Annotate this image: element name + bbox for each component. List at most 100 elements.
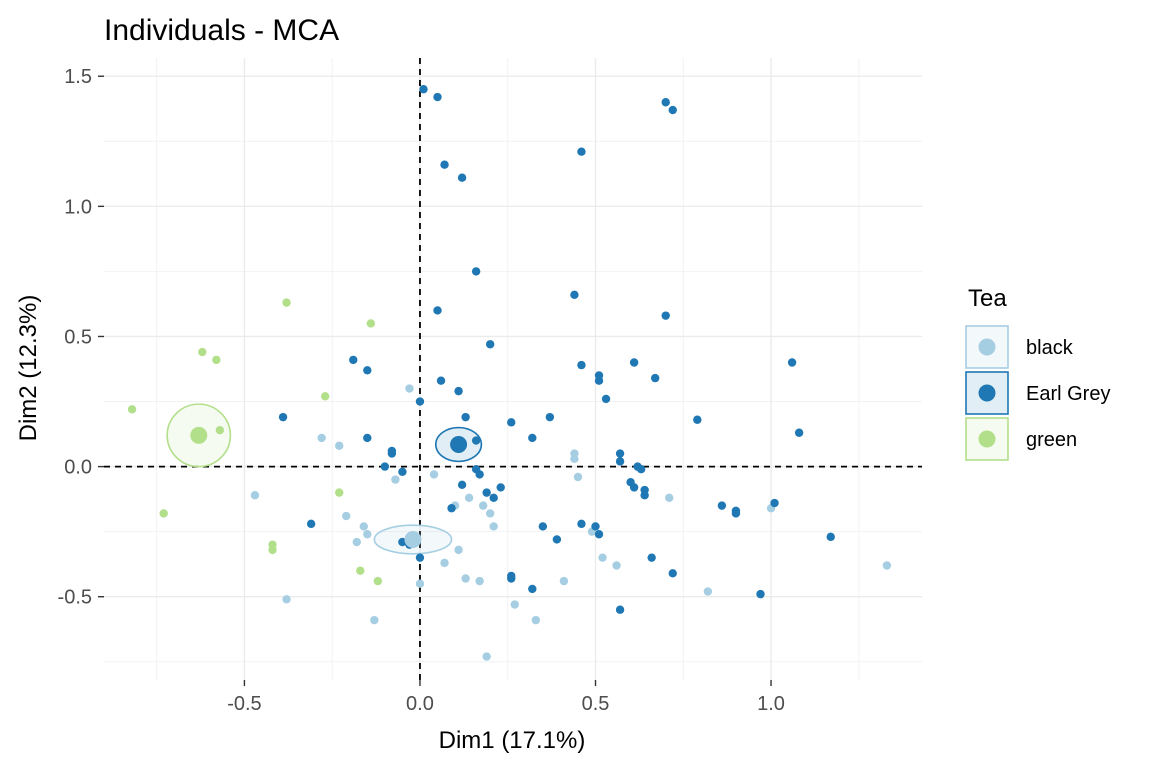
point-green — [282, 298, 291, 307]
point-black — [573, 472, 583, 482]
legend-swatch-black — [978, 338, 996, 356]
point-green — [159, 509, 168, 518]
point-earl-grey — [278, 412, 288, 422]
point-earl-grey — [601, 394, 611, 404]
point-black — [559, 576, 569, 586]
point-black — [485, 509, 495, 518]
y-tick-label: 0.0 — [64, 457, 92, 479]
point-earl-grey — [552, 535, 562, 544]
point-earl-grey — [457, 480, 467, 490]
point-black — [598, 553, 607, 562]
point-earl-grey — [471, 436, 481, 445]
point-earl-grey — [693, 415, 702, 424]
legend-label-black: black — [1026, 337, 1074, 359]
point-black — [454, 545, 463, 555]
point-earl-grey — [415, 553, 425, 562]
point-green — [366, 319, 376, 328]
point-earl-grey — [826, 532, 835, 542]
centroid-black — [404, 530, 422, 548]
point-black — [429, 470, 439, 479]
point-earl-grey — [482, 488, 491, 497]
point-earl-grey — [577, 360, 586, 370]
point-earl-grey — [433, 92, 442, 102]
point-earl-grey — [461, 412, 470, 422]
point-earl-grey — [475, 470, 484, 479]
point-black — [464, 493, 474, 503]
point-earl-grey — [615, 457, 625, 466]
point-earl-grey — [349, 355, 358, 365]
point-earl-grey — [496, 483, 505, 492]
point-earl-grey — [756, 589, 765, 599]
point-green — [198, 347, 207, 357]
point-green — [356, 566, 365, 575]
x-tick-label: -0.5 — [227, 693, 261, 715]
point-green — [268, 545, 277, 555]
point-earl-grey — [415, 397, 425, 406]
point-earl-grey — [640, 491, 649, 500]
x-tick-label: 0.0 — [406, 693, 434, 715]
point-green — [212, 355, 221, 365]
point-black — [352, 537, 361, 547]
y-axis-label: Dim2 (12.3%) — [15, 295, 42, 442]
grid-minor — [104, 58, 922, 680]
centroid-green — [190, 426, 208, 444]
point-green — [127, 405, 137, 414]
legend-label-green: green — [1026, 429, 1077, 451]
y-axis-ticks: -0.5 0.0 0.5 1.0 1.5 — [58, 66, 104, 609]
legend-swatch-earl-grey — [978, 384, 996, 402]
point-black — [335, 441, 344, 450]
point-earl-grey — [577, 147, 586, 156]
point-green — [373, 576, 383, 586]
point-earl-grey — [538, 522, 548, 531]
point-black — [612, 561, 621, 570]
point-earl-grey — [306, 519, 316, 529]
point-black — [415, 579, 425, 588]
point-black — [665, 493, 674, 503]
point-black — [475, 576, 484, 586]
point-earl-grey — [591, 522, 600, 531]
point-black — [440, 558, 449, 568]
point-black — [489, 522, 498, 531]
point-earl-grey — [615, 449, 625, 458]
point-earl-grey — [594, 376, 604, 385]
point-earl-grey — [447, 504, 456, 513]
point-earl-grey — [650, 373, 660, 383]
point-earl-grey — [668, 569, 677, 578]
y-tick-label: 0.5 — [64, 326, 92, 348]
x-tick-label: 0.5 — [582, 693, 610, 715]
point-earl-grey — [668, 105, 677, 115]
x-axis-label: Dim1 (17.1%) — [439, 727, 586, 754]
point-earl-grey — [363, 366, 372, 375]
legend-title: Tea — [968, 285, 1007, 312]
centroid-earl-grey — [450, 435, 468, 453]
point-earl-grey — [770, 498, 779, 508]
point-black — [391, 475, 400, 484]
point-earl-grey — [436, 376, 446, 385]
point-black — [359, 522, 368, 531]
point-earl-grey — [717, 501, 727, 510]
point-black — [531, 615, 541, 625]
point-black — [882, 561, 892, 570]
point-earl-grey — [419, 85, 428, 94]
point-earl-grey — [615, 605, 625, 614]
point-earl-grey — [398, 467, 407, 476]
point-black — [461, 574, 470, 583]
point-earl-grey — [594, 530, 604, 539]
point-black — [282, 595, 291, 604]
point-black — [370, 615, 379, 625]
legend-swatch-green — [978, 430, 996, 448]
point-earl-grey — [545, 412, 555, 422]
point-earl-grey — [528, 433, 537, 443]
point-earl-grey — [794, 428, 804, 437]
point-earl-grey — [647, 553, 656, 562]
point-black — [570, 449, 579, 458]
point-green — [335, 488, 344, 497]
point-black — [478, 501, 488, 510]
point-earl-grey — [471, 267, 481, 276]
y-tick-label: -0.5 — [58, 587, 92, 609]
reference-lines — [104, 58, 922, 680]
point-earl-grey — [629, 358, 639, 367]
point-earl-grey — [433, 306, 442, 315]
point-black — [510, 600, 519, 609]
